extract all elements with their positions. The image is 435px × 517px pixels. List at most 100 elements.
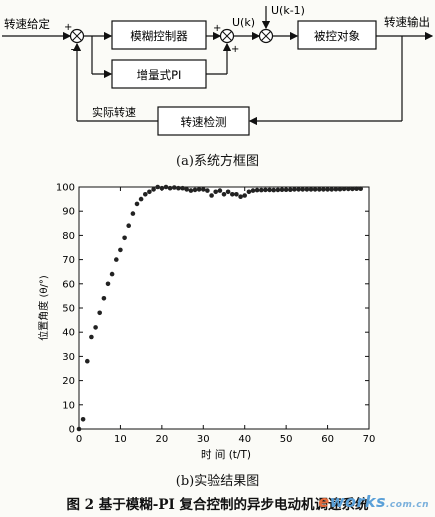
plot-frame (78, 186, 370, 430)
data-point (271, 187, 277, 193)
data-point (114, 257, 119, 262)
summing-junction-1 (69, 28, 85, 44)
y-tick-label: 50 (62, 304, 75, 315)
speed-sensor-block (157, 106, 250, 136)
x-tick-label: 0 (76, 434, 82, 445)
data-point (242, 193, 247, 198)
data-point (76, 426, 82, 432)
results-chart: 0 10 20 30 40 50 60 70 80 90 100 0 10 20 30 40 50 60 70 位… (37, 183, 375, 462)
data-point (180, 185, 185, 191)
data-point (267, 187, 272, 193)
data-point (234, 192, 239, 197)
pi-controller-label: 增量式PI (137, 68, 182, 82)
data-point (134, 201, 140, 207)
caption-b: (b)实验结果图 (175, 474, 260, 489)
data-point (350, 186, 355, 192)
data-point (126, 223, 131, 228)
data-point (205, 188, 210, 193)
data-point (346, 186, 351, 192)
fuzzy-controller-block (111, 20, 207, 50)
data-point (325, 187, 330, 192)
data-point (275, 187, 281, 193)
data-point (217, 188, 223, 193)
data-point (221, 192, 227, 197)
x-axis-label: 时 间 (t/T) (201, 448, 251, 461)
data-point (225, 189, 231, 195)
data-point (93, 325, 98, 330)
plant-block (297, 20, 377, 50)
data-point (246, 189, 252, 195)
y-tick-label: 30 (62, 352, 75, 363)
y-tick-label: 60 (62, 279, 75, 290)
data-point (201, 187, 206, 192)
data-point (329, 187, 335, 192)
data-point (80, 417, 86, 422)
speed-sensor-label: 转速检测 (181, 115, 227, 129)
input-label: 转速给定 (4, 17, 50, 31)
data-point (159, 185, 165, 191)
output-label: 转速输出 (384, 15, 430, 29)
data-point (172, 185, 177, 190)
data-point (167, 185, 173, 191)
data-point (230, 192, 235, 197)
data-point (89, 334, 94, 340)
data-point (109, 271, 115, 277)
data-point (138, 196, 144, 202)
data-point (312, 187, 318, 192)
summing-junction-2 (219, 28, 235, 44)
u-k-minus-1-label: U(k-1) (271, 4, 305, 17)
data-point (97, 310, 102, 316)
data-point (101, 296, 107, 301)
plant-label: 被控对象 (314, 29, 360, 43)
y-tick-label: 90 (62, 207, 75, 218)
data-point (250, 188, 256, 193)
data-point (259, 187, 264, 193)
data-point (321, 187, 326, 192)
data-point (304, 187, 310, 192)
data-point (213, 189, 218, 195)
data-point (155, 184, 160, 190)
data-point (130, 211, 136, 216)
data-point (254, 187, 260, 193)
data-point (238, 194, 243, 199)
data-point (151, 187, 156, 192)
data-point (333, 186, 339, 192)
y-tick-label: 40 (62, 328, 75, 339)
data-point (143, 192, 148, 197)
x-tick-label: 20 (155, 434, 168, 445)
data-point (188, 188, 194, 193)
data-point (317, 187, 322, 192)
data-point (292, 187, 297, 192)
data-point (147, 189, 152, 195)
y-tick-label: 20 (62, 376, 75, 387)
sum2-plus-sign: + (213, 23, 221, 34)
data-point (163, 184, 169, 190)
data-point (85, 358, 90, 364)
data-point (341, 186, 347, 192)
data-point (283, 187, 289, 192)
x-tick-label: 60 (321, 434, 334, 445)
fuzzy-controller-label: 模糊控制器 (130, 29, 188, 43)
data-point (122, 235, 127, 241)
x-tick-label: 30 (197, 434, 210, 445)
sum1-plus-sign: + (64, 22, 72, 33)
y-tick-label: 10 (62, 400, 75, 411)
data-point (337, 186, 343, 192)
data-point (300, 187, 306, 192)
data-point (196, 187, 202, 192)
y-tick-label: 0 (69, 425, 75, 436)
y-tick-label: 80 (62, 231, 75, 242)
data-point (263, 187, 268, 193)
data-point (288, 187, 293, 192)
data-point (209, 193, 214, 198)
x-tick-label: 40 (238, 434, 251, 445)
summing-junction-3 (258, 28, 274, 44)
data-point (279, 187, 285, 192)
data-point (296, 187, 301, 192)
u-k-label: U(k) (232, 16, 255, 29)
data-point (118, 247, 123, 253)
pi-controller-block (111, 59, 207, 89)
y-tick-label: 70 (62, 255, 75, 266)
data-point (192, 187, 198, 193)
y-tick-label: 100 (56, 183, 75, 194)
